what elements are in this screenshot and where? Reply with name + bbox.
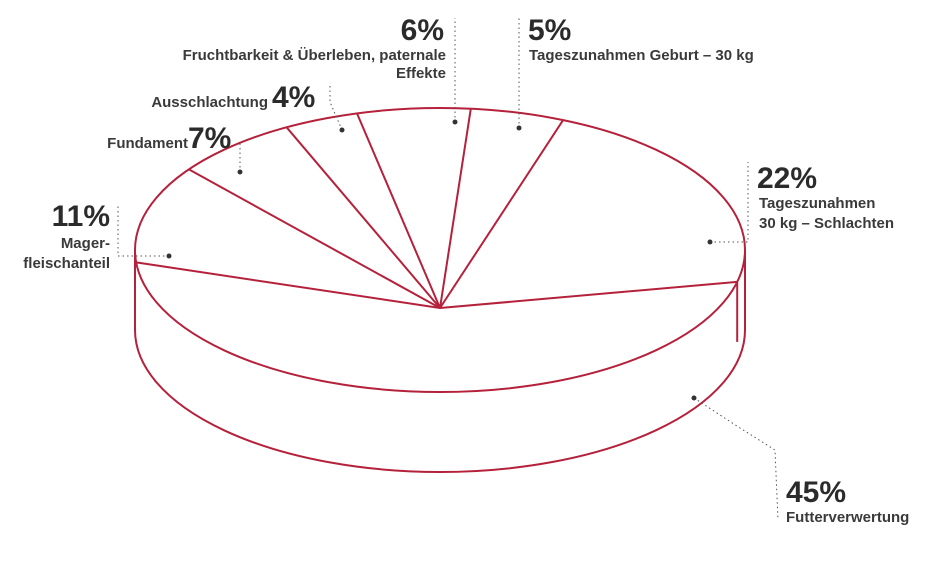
leader-futterverwertung bbox=[693, 397, 779, 521]
value-label-ausschlachtung: 4% bbox=[272, 81, 315, 114]
leader-ausschlachtung bbox=[329, 84, 343, 131]
category-label-futterverwertung: Futterverwertung bbox=[786, 509, 909, 526]
value-label-tageszunahmen-schlachten: 22% bbox=[757, 162, 817, 195]
leader-dot-tageszunahmen-geburt bbox=[516, 125, 522, 131]
slice-boundary-5 bbox=[356, 113, 441, 309]
slice-boundary-6 bbox=[285, 126, 441, 309]
value-label-fruchtbarkeit: 6% bbox=[401, 14, 444, 47]
leader-dot-tageszunahmen-schlachten bbox=[707, 239, 713, 245]
leader-dot-fruchtbarkeit bbox=[452, 119, 458, 125]
category-label-tageszunahmen-schlachten-line1: Tageszunahmen bbox=[759, 195, 875, 212]
category-label-magerfleischanteil-line1: Mager- bbox=[61, 235, 110, 252]
value-label-futterverwertung: 45% bbox=[786, 476, 846, 509]
category-label-fruchtbarkeit-line2: Effekte bbox=[396, 65, 446, 82]
leader-tageszunahmen-schlachten bbox=[710, 162, 749, 243]
slice-boundary-4 bbox=[439, 108, 472, 309]
leader-dot-ausschlachtung bbox=[339, 127, 345, 133]
category-label-tageszunahmen-geburt: Tageszunahmen Geburt – 30 kg bbox=[529, 47, 754, 64]
pie-top-ellipse bbox=[134, 107, 746, 393]
slice-boundary-3 bbox=[439, 119, 564, 309]
category-label-fruchtbarkeit-line1: Fruchtbarkeit & Überleben, paternale bbox=[183, 47, 446, 64]
leader-dot-magerfleischanteil bbox=[166, 253, 172, 259]
value-label-fundament: 7% bbox=[188, 122, 231, 155]
value-label-magerfleischanteil: 11% bbox=[52, 200, 110, 233]
category-label-ausschlachtung: Ausschlachtung bbox=[151, 94, 268, 111]
pie-side-wall bbox=[134, 250, 746, 473]
leader-dot-fundament bbox=[237, 169, 243, 175]
slice-boundary-1 bbox=[136, 261, 441, 309]
leader-dot-futterverwertung bbox=[691, 395, 697, 401]
leader-magerfleischanteil bbox=[117, 206, 169, 257]
category-label-fundament: Fundament bbox=[107, 135, 188, 152]
slice-boundary-7 bbox=[188, 168, 441, 309]
category-label-magerfleischanteil-line2: fleischanteil bbox=[23, 255, 110, 272]
slice-boundary-2 bbox=[439, 280, 738, 309]
pie-body bbox=[134, 107, 746, 473]
value-label-tageszunahmen-geburt: 5% bbox=[528, 14, 571, 47]
category-label-tageszunahmen-schlachten-line2: 30 kg – Schlachten bbox=[759, 215, 894, 232]
